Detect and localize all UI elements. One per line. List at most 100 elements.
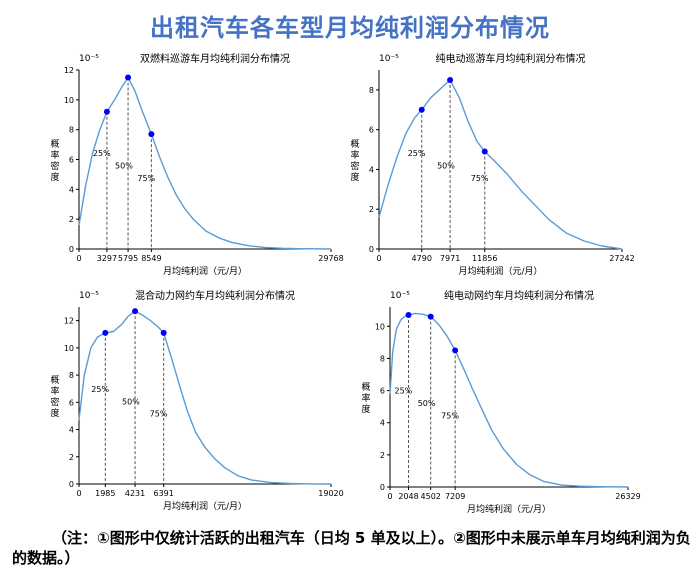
quartile-label: 50%	[418, 399, 436, 408]
x-axis-label: 月均纯利润（元/月）	[458, 265, 542, 277]
density-curve	[389, 312, 629, 488]
y-tick-label: 6	[380, 387, 385, 396]
y-tick-label: 8	[69, 126, 74, 135]
x-tick-label: 0	[387, 492, 392, 501]
y-tick-label: 0	[69, 245, 74, 254]
density-curve	[78, 76, 332, 250]
x-tick-label: 11856	[472, 254, 497, 263]
quartile-point	[418, 106, 425, 113]
quartile-label: 50%	[115, 161, 133, 170]
x-tick-label: 7971	[440, 254, 460, 263]
y-exponent-label: 10⁻⁵	[390, 291, 410, 301]
y-axis-label: 密	[50, 160, 59, 172]
quartile-point	[103, 108, 110, 115]
y-tick-label: 2	[69, 215, 74, 224]
y-tick-label: 8	[380, 354, 385, 363]
quartile-label: 75%	[441, 412, 459, 421]
y-axis-label: 率	[350, 149, 359, 161]
page-title: 出租汽车各车型月均纯利润分布情况	[150, 14, 550, 42]
x-tick-label: 7209	[445, 492, 465, 501]
x-tick-label: 4790	[412, 254, 432, 263]
x-tick-label: 29768	[318, 254, 343, 263]
quartile-label: 25%	[408, 149, 426, 158]
x-axis-label: 月均纯利润（元/月）	[467, 503, 551, 515]
density-curve	[78, 310, 332, 485]
quartile-point	[427, 313, 434, 320]
chart-title: 双燃料巡游车月均纯利润分布情况	[140, 52, 290, 65]
y-axis-label: 度	[50, 407, 59, 419]
chart-1: 双燃料巡游车月均纯利润分布情况 10⁻⁵ 0 2 4 6 8 10 12 0 3297 5795 854…	[50, 52, 343, 277]
y-axis-label: 率	[361, 392, 370, 404]
y-axis-label: 密	[350, 160, 359, 172]
x-tick-label: 4502	[421, 492, 441, 501]
y-tick-label: 0	[380, 483, 385, 492]
quartile-label: 50%	[437, 161, 455, 170]
quartile-label: 25%	[93, 149, 111, 158]
x-tick-label: 0	[76, 489, 81, 498]
x-tick-label: 27242	[609, 254, 634, 263]
x-axis-label: 月均纯利润（元/月）	[163, 265, 247, 277]
x-tick-label: 3297	[97, 254, 117, 263]
axis-frame	[378, 70, 622, 250]
y-tick-label: 12	[64, 317, 74, 326]
quartile-point	[102, 329, 109, 336]
quartile-label: 25%	[395, 386, 413, 395]
y-exponent-label: 10⁻⁵	[79, 54, 99, 64]
y-tick-label: 4	[380, 419, 385, 428]
quartile-point	[160, 329, 167, 336]
y-tick-label: 4	[69, 185, 74, 194]
y-tick-label: 8	[69, 371, 74, 380]
x-tick-label: 8549	[141, 254, 161, 263]
quartile-point	[125, 74, 132, 81]
x-tick-label: 1985	[95, 489, 115, 498]
quartile-point	[447, 76, 454, 83]
quartile-point	[405, 312, 412, 319]
y-axis-label: 密	[50, 396, 59, 408]
x-tick-label: 0	[76, 254, 81, 263]
y-tick-label: 6	[69, 156, 74, 165]
y-tick-label: 10	[64, 344, 74, 353]
x-tick-label: 19020	[318, 489, 343, 498]
y-axis-label: 率	[50, 149, 59, 161]
y-tick-label: 0	[69, 480, 74, 489]
quartile-point	[452, 347, 459, 354]
quartile-point	[148, 131, 155, 138]
y-tick-label: 6	[69, 398, 74, 407]
quartile-label: 25%	[91, 385, 109, 394]
quartile-label: 75%	[471, 174, 489, 183]
axis-frame	[389, 307, 628, 488]
y-tick-label: 4	[369, 165, 374, 174]
y-axis-label: 概	[350, 138, 359, 150]
axis-frame	[78, 307, 331, 485]
chart-4: 纯电动网约车月均纯利润分布情况 10⁻⁵ 0 2 4 6 8 10 0 2048 4502 7209 2…	[361, 289, 640, 515]
x-tick-label: 4231	[125, 489, 145, 498]
y-tick-label: 2	[380, 451, 385, 460]
quartile-point	[481, 148, 488, 155]
y-tick-label: 0	[369, 245, 374, 254]
quartile-label: 75%	[137, 174, 155, 183]
y-tick-label: 2	[369, 205, 374, 214]
y-tick-label: 12	[64, 66, 74, 75]
chart-3: 混合动力网约车月均纯利润分布情况 10⁻⁵ 0 2 4 6 8 10 12 0 1985 4231 63…	[50, 289, 343, 512]
y-axis-label: 度	[350, 171, 359, 183]
y-axis-label: 概	[361, 381, 370, 393]
x-axis-label: 月均纯利润（元/月）	[163, 500, 247, 512]
y-exponent-label: 10⁻⁵	[379, 54, 399, 64]
x-tick-label: 0	[376, 254, 381, 263]
y-tick-label: 4	[69, 426, 74, 435]
y-tick-label: 10	[375, 322, 385, 331]
y-exponent-label: 10⁻⁵	[79, 291, 99, 301]
x-tick-label: 2048	[398, 492, 418, 501]
y-axis-label: 度	[50, 171, 59, 183]
chart-title: 纯电动网约车月均纯利润分布情况	[444, 289, 594, 302]
x-tick-label: 5795	[118, 254, 138, 263]
y-axis-label: 度	[361, 403, 370, 415]
density-curve	[378, 79, 623, 250]
quartile-label: 75%	[150, 410, 168, 419]
y-axis-label: 率	[50, 385, 59, 397]
y-axis-label: 概	[50, 374, 59, 386]
chart-2: 纯电动巡游车月均纯利润分布情况 10⁻⁵ 0 2 4 6 8 0 4790 7971 11856 27…	[350, 52, 634, 277]
x-tick-label: 26329	[615, 492, 640, 501]
